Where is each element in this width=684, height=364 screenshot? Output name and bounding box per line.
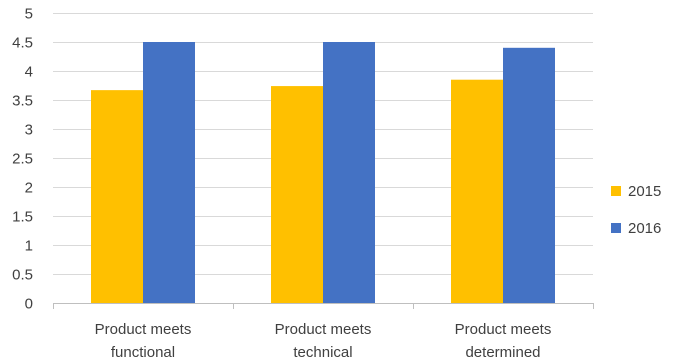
bar-2015-2 — [271, 86, 323, 303]
x-axis-category-labels: Product meets functional Product meets tech… — [95, 321, 552, 361]
x-category-label: Product meets — [95, 321, 192, 338]
legend-swatch-2016 — [611, 223, 621, 233]
y-tick-label: 1.5 — [12, 209, 33, 226]
y-tick-label: 4 — [25, 64, 33, 81]
y-tick-label: 2 — [25, 180, 33, 197]
legend-swatch-2015 — [611, 186, 621, 196]
y-tick-label: 0 — [25, 296, 33, 313]
y-tick-label: 0.5 — [12, 267, 33, 284]
y-tick-label: 2.5 — [12, 151, 33, 168]
x-category-label: functional — [111, 344, 175, 361]
bar-2016-2 — [323, 42, 375, 303]
x-category-label: determined — [465, 344, 540, 361]
y-axis-tick-labels: 0 0.5 1 1.5 2 2.5 3 3.5 4 4.5 5 — [12, 6, 33, 313]
bar-2015-3 — [451, 79, 503, 303]
x-category-label: Product meets — [455, 321, 552, 338]
legend-label-2016: 2016 — [628, 220, 661, 237]
x-category-label: Product meets — [275, 321, 372, 338]
y-tick-label: 1 — [25, 238, 33, 255]
y-tick-label: 3.5 — [12, 93, 33, 110]
legend: 2015 2016 — [611, 183, 661, 237]
bar-2016-1 — [143, 42, 195, 303]
axes — [53, 303, 594, 309]
x-category-label: technical — [293, 344, 352, 361]
y-tick-label: 4.5 — [12, 35, 33, 52]
bars — [91, 42, 555, 303]
y-tick-label: 3 — [25, 122, 33, 139]
bar-2016-3 — [503, 47, 555, 303]
legend-label-2015: 2015 — [628, 183, 661, 200]
y-tick-label: 5 — [25, 6, 33, 23]
bar-2015-1 — [91, 90, 143, 303]
